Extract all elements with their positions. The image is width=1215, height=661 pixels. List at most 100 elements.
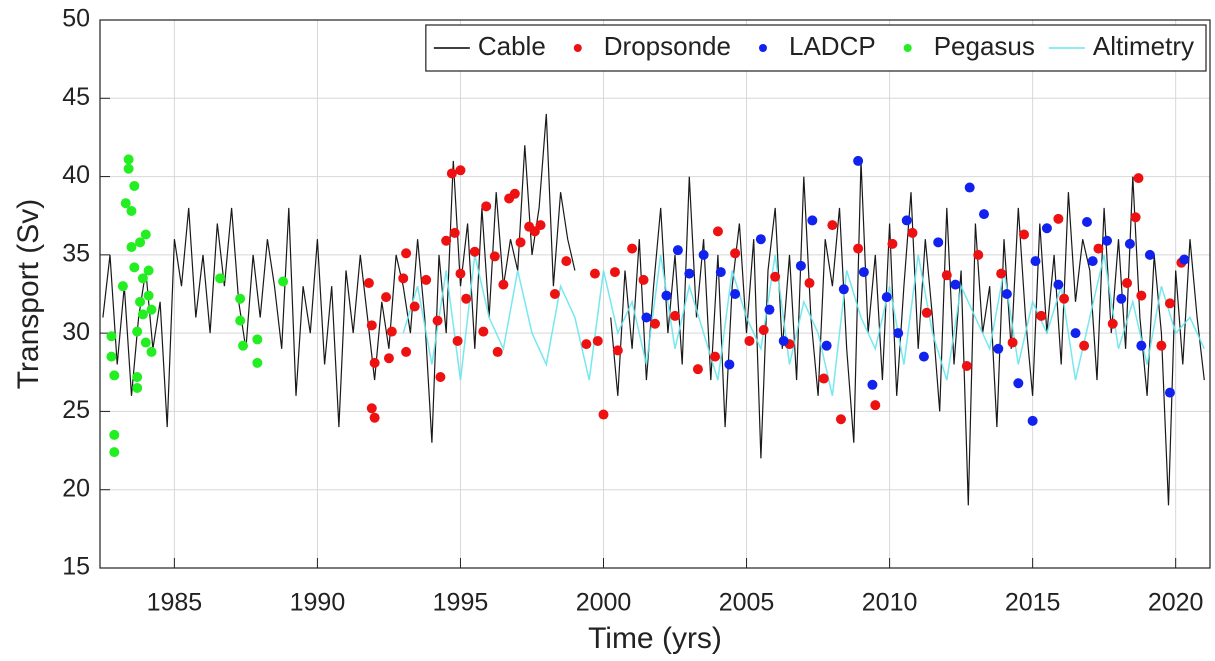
legend-symbol [903,44,912,52]
data-point [887,238,898,249]
data-point [881,292,892,303]
data-point [455,268,466,279]
y-tick-label: 20 [62,474,90,502]
data-point [807,215,818,226]
data-point [135,296,146,307]
data-point [609,267,620,278]
data-point [386,326,397,337]
data-point [126,206,137,217]
data-point [478,326,489,337]
data-point [730,248,741,259]
data-point [627,243,638,254]
data-point [1041,223,1052,234]
data-point [1130,212,1141,223]
data-point [132,326,143,337]
x-tick-label: 1985 [147,589,203,617]
data-point [383,353,394,364]
data-point [961,361,972,372]
data-point [498,279,509,290]
data-point [515,237,526,248]
data-point [435,371,446,382]
data-point [252,357,263,368]
data-point [670,310,681,321]
data-point [598,409,609,420]
data-point [398,273,409,284]
data-point [549,289,560,299]
data-point [123,163,134,174]
x-tick-label: 1995 [433,589,489,617]
data-point [964,182,975,193]
y-tick-label: 50 [62,5,90,33]
data-point [381,292,392,303]
data-point [492,346,503,357]
x-tick-label: 2000 [576,589,632,617]
data-point [1116,293,1127,304]
data-point [129,262,140,273]
data-point [123,154,134,165]
data-point [140,337,151,348]
data-point [907,227,918,238]
data-point [1107,318,1118,329]
data-point [835,414,846,425]
data-point [1007,337,1018,348]
data-point [143,265,154,276]
data-point [117,281,128,292]
data-point [369,357,380,368]
legend: Cable Dropsonde LADCP Pegasus Altimetry [425,24,1207,72]
data-point [973,249,984,260]
data-point [535,220,546,231]
data-point [1053,279,1064,290]
data-point [672,245,683,256]
data-point [1124,238,1135,249]
data-point [712,226,723,237]
y-tick-label: 30 [62,318,90,346]
data-point [715,267,726,278]
legend-symbol [573,44,582,52]
data-point [449,227,460,238]
data-point [109,370,120,381]
data-point [137,273,148,284]
data-point [1164,298,1175,309]
data-point [858,267,869,278]
data-point [481,201,492,212]
data-point [143,290,154,301]
data-point [821,340,832,351]
data-point [755,234,766,245]
data-point [581,339,592,350]
data-point [867,379,878,390]
data-point [724,359,735,370]
data-point [1081,216,1092,227]
data-point [461,293,472,304]
legend-label: Dropsonde [604,31,731,61]
data-point [109,447,120,458]
data-point [661,290,672,301]
data-point [1102,235,1113,246]
data-point [921,307,932,318]
data-point [612,345,623,356]
data-point [1079,340,1090,351]
y-tick-label: 35 [62,239,90,267]
data-point [684,268,695,279]
legend-label: Cable [478,31,546,61]
data-point [369,412,380,423]
data-point [120,198,131,209]
data-point [1053,213,1064,224]
data-point [941,270,952,281]
legend-label: LADCP [789,31,876,61]
data-point [235,293,246,304]
data-point [1001,289,1012,299]
data-point [1087,256,1098,267]
data-point [744,335,755,346]
data-point [366,320,377,331]
data-point [1070,328,1081,339]
series-line [402,254,1205,396]
data-point [838,284,849,295]
y-tick-label: 25 [62,396,90,424]
data-point [409,301,420,312]
data-point [1179,254,1190,265]
y-axis-label: Transport (Sv) [12,199,45,390]
x-tick-label: 2005 [719,589,775,617]
data-point [1036,310,1047,321]
